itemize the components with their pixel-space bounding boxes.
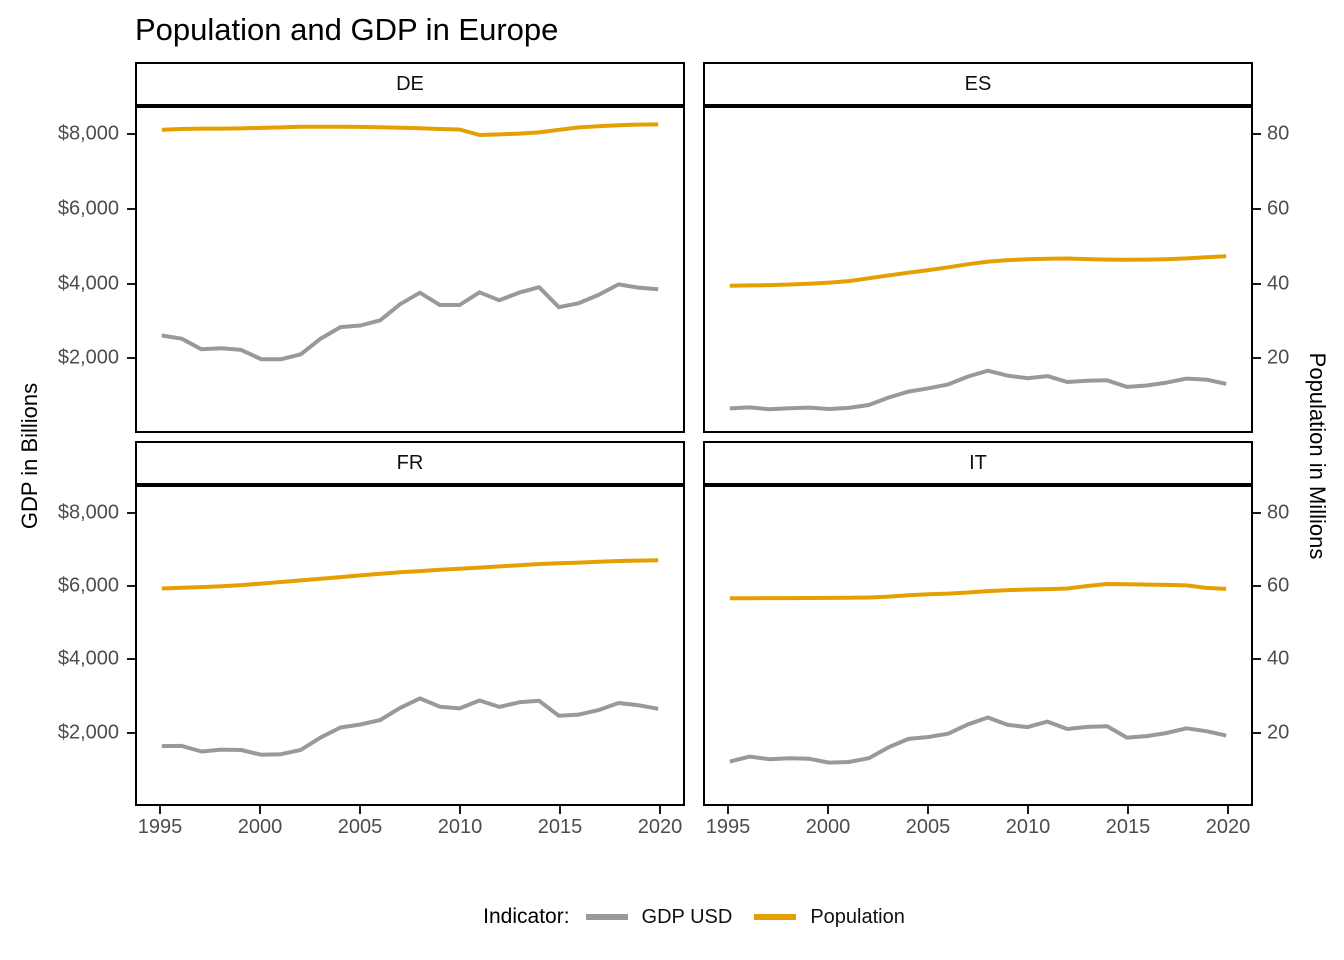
x-axis-tick-mark: [659, 806, 661, 814]
y-axis-tick-mark: [127, 133, 135, 136]
y-axis-tick-mark: [127, 658, 135, 661]
y-axis-tick-mark: [127, 282, 135, 285]
y-axis-tick-mark: [127, 357, 135, 360]
facet-plot-it: [729, 582, 1227, 765]
y-axis-tick-label-right: 20: [1267, 721, 1290, 744]
y-axis-tick-label-right: 40: [1267, 647, 1290, 670]
x-axis-tick-mark: [259, 806, 261, 814]
chart-title: Population and GDP in Europe: [135, 12, 559, 47]
facet-panel-it: [703, 485, 1253, 806]
legend: Indicator: GDP USD Population: [135, 900, 1253, 934]
x-axis-tick-mark: [1227, 806, 1229, 814]
y-axis-tick-label-right: 20: [1267, 346, 1290, 369]
x-axis-tick-label: 2015: [1105, 816, 1151, 838]
y-axis-title-right: Population in Millions: [1305, 352, 1330, 560]
facet-strip-es: ES: [703, 62, 1253, 106]
y-axis-tick-label-left: $2,000: [57, 346, 119, 369]
x-axis-tick-label: 2000: [805, 816, 851, 838]
gdp-line-it: [729, 715, 1227, 765]
y-axis-tick-label-left: $4,000: [57, 647, 119, 670]
x-axis-tick-label: 2010: [437, 816, 483, 838]
y-axis-tick-mark: [127, 731, 135, 734]
y-axis-tick-mark: [127, 208, 135, 211]
x-axis-tick-label: 2010: [1005, 816, 1051, 838]
y-axis-tick-mark: [1253, 208, 1261, 211]
x-axis-tick-label: 2000: [237, 816, 283, 838]
x-axis-tick-label: 1995: [137, 816, 183, 838]
y-axis-tick-mark: [1253, 282, 1261, 285]
y-axis-tick-mark: [127, 511, 135, 514]
y-axis-tick-label-right: 60: [1267, 197, 1290, 220]
x-axis-tick-label: 2015: [537, 816, 583, 838]
y-axis-tick-mark: [1253, 658, 1261, 661]
facet-plot-de: [161, 122, 659, 362]
x-axis-tick-label: 1995: [705, 816, 751, 838]
x-axis-tick-mark: [159, 806, 161, 814]
x-axis-tick-label: 2005: [337, 816, 383, 838]
population-line-es: [729, 254, 1227, 288]
y-axis-tick-mark: [127, 585, 135, 588]
x-axis-tick-mark: [827, 806, 829, 814]
x-axis-tick-label: 2020: [1205, 816, 1251, 838]
y-axis-tick-mark: [1253, 585, 1261, 588]
y-axis-tick-label-right: 60: [1267, 574, 1290, 597]
facet-plot-es: [729, 254, 1227, 412]
x-axis-tick-label: 2020: [637, 816, 683, 838]
x-axis-tick-mark: [727, 806, 729, 814]
population-line-de: [161, 122, 659, 137]
x-axis-tick-mark: [359, 806, 361, 814]
population-line-fr: [161, 558, 659, 591]
y-axis-tick-label-left: $6,000: [57, 197, 119, 220]
legend-key-population-line: [754, 914, 797, 920]
x-axis-tick-label: 2005: [905, 816, 951, 838]
facet-strip-it: IT: [703, 441, 1253, 485]
y-axis-tick-mark: [1253, 511, 1261, 514]
legend-label-population: Population: [810, 905, 905, 928]
population-line-it: [729, 582, 1227, 601]
y-axis-tick-label-left: $8,000: [57, 122, 119, 145]
x-axis-tick-mark: [927, 806, 929, 814]
x-axis-tick-mark: [559, 806, 561, 814]
y-axis-tick-label-left: $4,000: [57, 272, 119, 295]
legend-title: Indicator:: [483, 905, 570, 928]
facet-panel-es: [703, 106, 1253, 433]
facet-panel-fr: [135, 485, 685, 806]
gdp-line-fr: [161, 696, 659, 757]
y-axis-tick-label-left: $6,000: [57, 574, 119, 597]
gdp-line-de: [161, 282, 659, 362]
y-axis-tick-label-right: 40: [1267, 272, 1290, 295]
y-axis-tick-label-right: 80: [1267, 122, 1290, 145]
y-axis-tick-mark: [1253, 357, 1261, 360]
y-axis-tick-label-left: $2,000: [57, 721, 119, 744]
x-axis-tick-mark: [1027, 806, 1029, 814]
facet-strip-fr: FR: [135, 441, 685, 485]
facet-plot-fr: [161, 558, 659, 757]
facet-panel-de: [135, 106, 685, 433]
x-axis-tick-mark: [1127, 806, 1129, 814]
x-axis-tick-mark: [459, 806, 461, 814]
legend-label-gdp: GDP USD: [641, 905, 733, 928]
facet-strip-de: DE: [135, 62, 685, 106]
gdp-line-es: [729, 368, 1227, 412]
y-axis-tick-label-left: $8,000: [57, 501, 119, 524]
y-axis-tick-label-right: 80: [1267, 501, 1290, 524]
legend-key-gdp-line: [585, 914, 628, 920]
y-axis-tick-mark: [1253, 731, 1261, 734]
y-axis-tick-mark: [1253, 133, 1261, 136]
